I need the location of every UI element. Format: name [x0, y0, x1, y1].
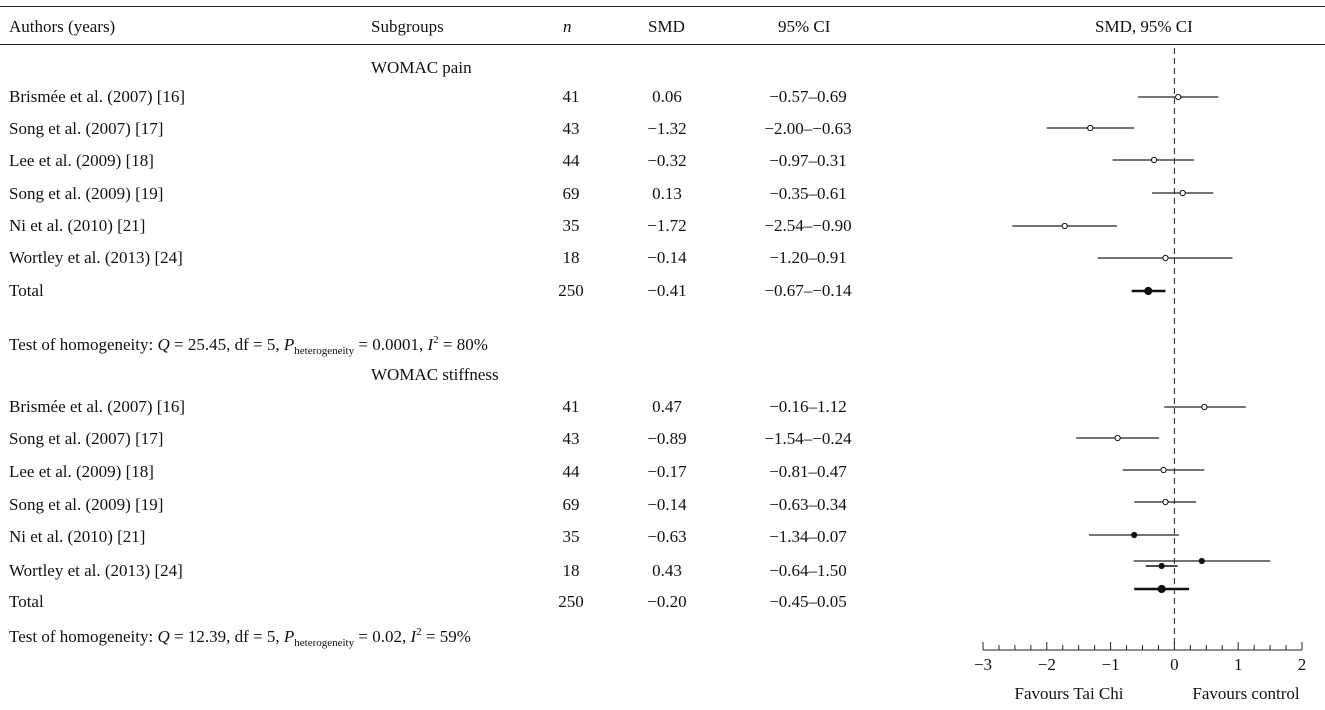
header-ci: 95% CI — [778, 17, 831, 36]
favours-left-label: Favours Tai Chi — [1015, 684, 1124, 703]
point-estimate — [1087, 124, 1094, 132]
point-estimate — [1061, 222, 1068, 230]
study-ci: −2.54–−0.90 — [764, 216, 852, 235]
study-ci: −1.20–0.91 — [769, 248, 847, 267]
point-estimate — [1160, 466, 1167, 474]
study-ci: −0.57–0.69 — [769, 87, 847, 106]
point-estimate — [1175, 93, 1182, 101]
study-label: Lee et al. (2009) [18] — [9, 151, 154, 170]
point-estimate — [1114, 434, 1121, 442]
point-estimate — [1158, 562, 1165, 570]
study-ci: −0.97–0.31 — [769, 151, 847, 170]
point-estimate — [1179, 189, 1186, 197]
study-n: 18 — [562, 561, 580, 580]
study-label: Song et al. (2007) [17] — [9, 119, 164, 138]
study-ci: −0.35–0.61 — [769, 184, 847, 203]
point-estimate — [1162, 498, 1169, 506]
total-n: 250 — [558, 281, 584, 300]
study-n: 69 — [562, 495, 580, 514]
study-n: 44 — [562, 151, 580, 170]
point-estimate — [1201, 403, 1208, 411]
homogeneity-test-stiffness: Test of homogeneity: Q = 12.39, df = 5, … — [9, 626, 471, 649]
x-tick-label: −2 — [1038, 655, 1056, 674]
study-ci: −1.34–0.07 — [769, 527, 847, 546]
study-smd: −1.72 — [647, 216, 687, 235]
study-n: 35 — [562, 527, 580, 546]
study-n: 41 — [562, 397, 580, 416]
study-n: 43 — [562, 429, 580, 448]
top-rule — [0, 6, 1325, 7]
study-ci: −0.81–0.47 — [769, 462, 847, 481]
study-smd: −0.14 — [647, 248, 687, 267]
study-n: 43 — [562, 119, 580, 138]
subgroup-title-stiffness: WOMAC stiffness — [371, 365, 499, 384]
study-n: 69 — [562, 184, 580, 203]
total-smd: −0.20 — [647, 592, 687, 611]
total-smd: −0.41 — [647, 281, 687, 300]
total-estimate — [1144, 286, 1153, 296]
study-ci: −2.00–−0.63 — [764, 119, 852, 138]
x-tick-label: −3 — [974, 655, 992, 674]
x-tick-label: −1 — [1102, 655, 1120, 674]
total-ci: −0.67–−0.14 — [764, 281, 852, 300]
study-label: Ni et al. (2010) [21] — [9, 216, 146, 235]
study-label: Brismée et al. (2007) [16] — [9, 397, 186, 416]
total-label: Total — [9, 592, 44, 611]
study-ci: −0.64–1.50 — [769, 561, 847, 580]
study-label: Wortley et al. (2013) [24] — [9, 248, 183, 267]
study-smd: −0.32 — [647, 151, 687, 170]
study-label: Song et al. (2009) [19] — [9, 184, 164, 203]
header-rule — [0, 44, 1325, 45]
point-estimate — [1131, 531, 1138, 539]
study-smd: −0.14 — [647, 495, 687, 514]
study-label: Lee et al. (2009) [18] — [9, 462, 154, 481]
x-tick-label: 2 — [1298, 655, 1307, 674]
study-label: Ni et al. (2010) [21] — [9, 527, 146, 546]
point-estimate — [1198, 557, 1205, 565]
study-n: 18 — [562, 248, 580, 267]
study-ci: −1.54–−0.24 — [764, 429, 852, 448]
study-smd: 0.47 — [652, 397, 682, 416]
point-estimate — [1162, 254, 1169, 262]
study-label: Song et al. (2009) [19] — [9, 495, 164, 514]
x-tick-label: 1 — [1234, 655, 1243, 674]
total-ci: −0.45–0.05 — [769, 592, 847, 611]
study-label: Brismée et al. (2007) [16] — [9, 87, 186, 106]
study-ci: −0.16–1.12 — [769, 397, 847, 416]
header-subgroups: Subgroups — [371, 17, 444, 36]
x-tick-label: 0 — [1170, 655, 1179, 674]
study-smd: −1.32 — [647, 119, 687, 138]
homogeneity-test-pain: Test of homogeneity: Q = 25.45, df = 5, … — [9, 334, 488, 357]
study-n: 41 — [562, 87, 580, 106]
header-study: Authors (years) — [9, 17, 116, 36]
study-label: Wortley et al. (2013) [24] — [9, 561, 183, 580]
study-n: 35 — [562, 216, 580, 235]
point-estimate — [1150, 156, 1158, 164]
study-smd: 0.13 — [652, 184, 682, 203]
study-smd: −0.17 — [647, 462, 687, 481]
study-smd: 0.06 — [652, 87, 682, 106]
study-n: 44 — [562, 462, 580, 481]
total-estimate — [1157, 584, 1166, 594]
study-ci: −0.63–0.34 — [769, 495, 847, 514]
study-smd: −0.63 — [647, 527, 687, 546]
header-plot: SMD, 95% CI — [1095, 17, 1193, 36]
total-n: 250 — [558, 592, 584, 611]
header-smd: SMD — [648, 17, 685, 36]
header-n: n — [563, 17, 572, 36]
study-smd: 0.43 — [652, 561, 682, 580]
total-label: Total — [9, 281, 44, 300]
study-label: Song et al. (2007) [17] — [9, 429, 164, 448]
subgroup-title-pain: WOMAC pain — [371, 58, 472, 77]
favours-right-label: Favours control — [1192, 684, 1299, 703]
study-smd: −0.89 — [647, 429, 687, 448]
